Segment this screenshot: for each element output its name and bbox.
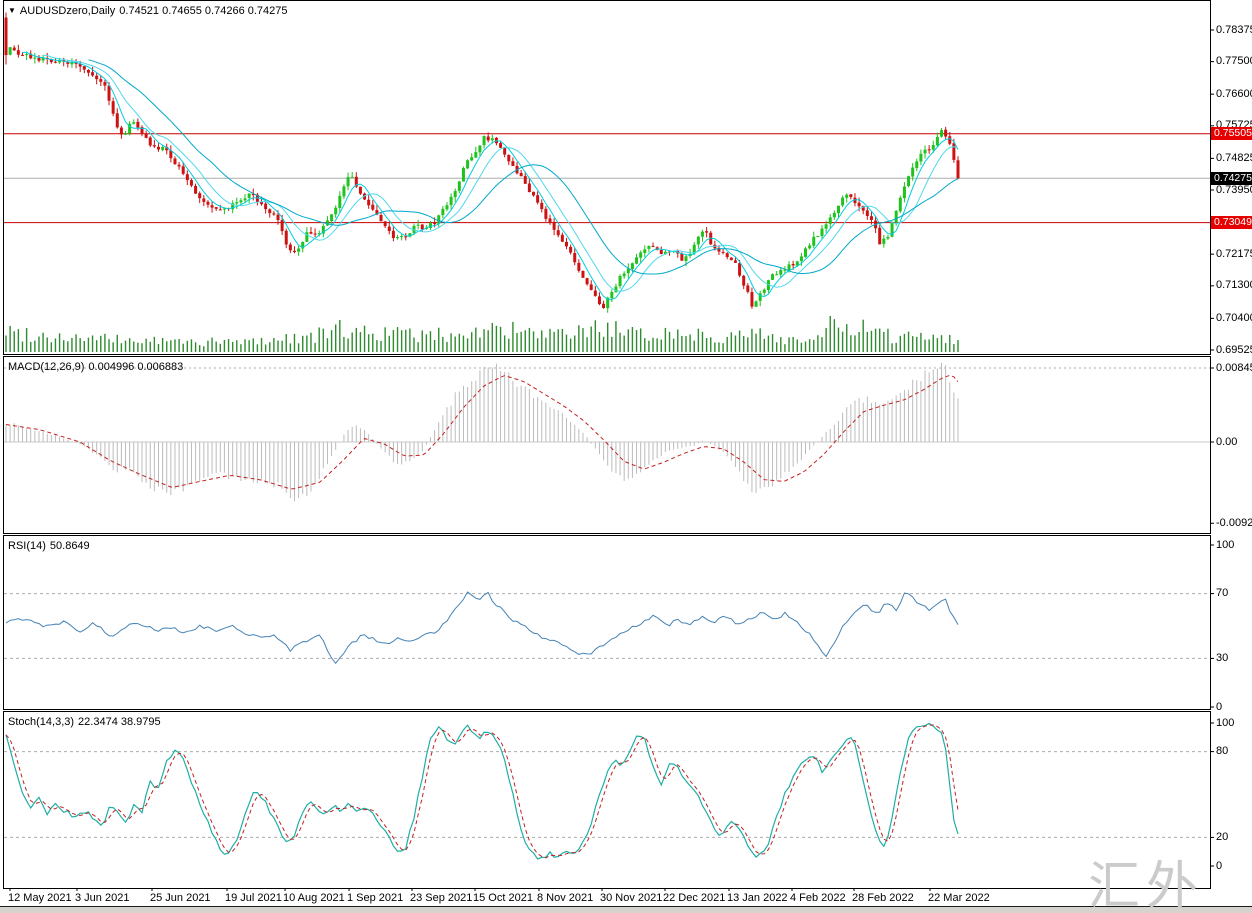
rsi-axis-label: 0 [1216,700,1223,713]
price-axis-label: 0.70400 [1216,311,1252,324]
price-axis-label: 0.77500 [1216,55,1252,68]
date-label: 30 Nov 2021 [600,892,663,904]
quote-values: 0.74521 0.74655 0.74266 0.74275 [119,5,288,17]
price-axis-label: 0.74825 [1216,151,1252,164]
price-axis-label: 0.78375 [1216,23,1252,36]
date-label: 4 Feb 2022 [790,892,846,904]
rsi-name: RSI(14) [8,540,46,552]
rsi-axis-label: 70 [1216,587,1229,600]
price-axis-label: 0.71300 [1216,279,1252,292]
stoch-label: Stoch(14,3,3) 22.3474 38.9795 [8,716,165,728]
symbol-title: ▼ AUDUSDzero,Daily 0.74521 0.74655 0.74266… [8,5,292,17]
macd-axis-label: 0.00 [1216,435,1238,448]
stoch-axis-label: 100 [1216,716,1235,729]
date-label: 1 Sep 2021 [347,892,404,904]
date-label: 3 Jun 2021 [75,892,130,904]
footer-strip [0,906,1252,913]
macd-axis-label: -0.00928 [1216,516,1252,529]
date-label: 10 Aug 2021 [283,892,345,904]
axis-ticks [9,29,1214,891]
stoch-k-line [5,722,959,860]
level-lines [4,367,1210,838]
macd-signal-line [5,374,959,490]
date-label: 23 Sep 2021 [410,892,473,904]
rsi-axis-label: 30 [1216,651,1229,664]
macd-label: MACD(12,26,9) 0.004996 0.006883 [8,361,187,373]
macd-name: MACD(12,26,9) [8,361,85,373]
candlestick-series [4,12,960,313]
date-label: 15 Oct 2021 [473,892,533,904]
stoch-values: 22.3474 38.9795 [78,716,161,728]
moving-average-line-10 [43,54,959,292]
date-label: 22 Dec 2021 [663,892,726,904]
stoch-axis-label: 80 [1216,745,1229,758]
macd-values: 0.004996 0.006883 [88,361,184,373]
date-label: 22 Mar 2022 [928,892,990,904]
volume-bars [5,316,959,352]
price-badge-support: 0.73049 [1211,216,1252,230]
stoch-axis-label: 20 [1216,830,1229,843]
moving-average-line-21 [88,59,959,275]
price-axis-label: 0.76600 [1216,87,1252,100]
stoch-axis-label: 0 [1216,859,1223,872]
price-badge-current: 0.74275 [1211,171,1252,185]
price-axis-label: 0.73950 [1216,183,1252,196]
price-badge-resistance: 0.75505 [1211,127,1252,141]
rsi-line [5,591,959,665]
moving-average-line-5 [22,51,959,301]
stoch-d-line [5,724,959,859]
price-axis-label: 0.69525 [1216,343,1252,356]
macd-histogram [5,362,959,502]
stoch-name: Stoch(14,3,3) [8,716,75,728]
rsi-values: 50.8649 [49,540,90,552]
panel-frames [3,0,1211,889]
rsi-label: RSI(14) 50.8649 [8,540,94,552]
date-label: 28 Feb 2022 [852,892,914,904]
watermark: 汇外网 [1088,857,1205,913]
price-axis-label: 0.72175 [1216,247,1252,260]
date-label: 19 Jul 2021 [225,892,282,904]
symbol-name: AUDUSDzero,Daily [19,5,116,17]
macd-axis-label: 0.00845 [1216,361,1252,374]
date-label: 13 Jan 2022 [727,892,788,904]
date-label: 8 Nov 2021 [537,892,594,904]
date-label: 12 May 2021 [8,892,72,904]
symbol-dropdown-icon[interactable]: ▼ [8,6,16,15]
rsi-axis-label: 100 [1216,538,1235,551]
date-label: 25 Jun 2021 [150,892,211,904]
